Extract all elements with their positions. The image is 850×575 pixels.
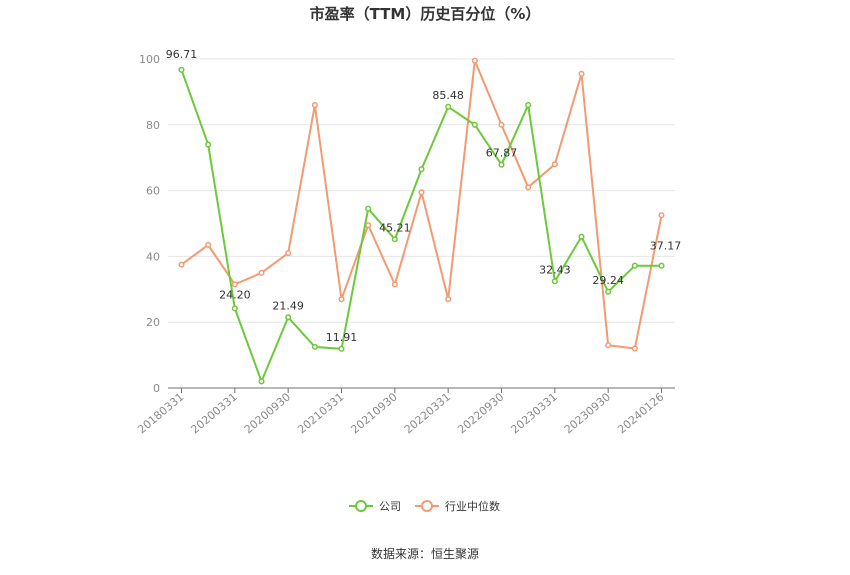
industry-median-point (285, 250, 292, 257)
y-tick-label: 80 (146, 119, 160, 132)
industry-median-point (498, 121, 505, 128)
industry-median-point (205, 241, 212, 248)
legend[interactable]: 公司 行业中位数 (349, 499, 500, 513)
legend-item-industry-median[interactable]: 行业中位数 (415, 499, 500, 513)
industry-median-point (631, 345, 638, 352)
series-line-industry-median (180, 59, 663, 350)
y-tick-label: 20 (146, 316, 160, 329)
data-label: 29.24 (592, 274, 624, 287)
x-tick-label: 20210331 (295, 390, 346, 436)
company-point (231, 305, 238, 312)
y-tick-label: 60 (146, 185, 160, 198)
data-label: 67.87 (486, 147, 518, 160)
industry-median-point (551, 161, 558, 168)
data-label: 11.91 (326, 331, 358, 344)
data-label: 85.48 (432, 89, 464, 102)
company-point (418, 166, 425, 173)
company-point (605, 288, 612, 295)
x-tick-label: 20220331 (402, 390, 453, 436)
y-tick-label: 100 (139, 53, 160, 66)
industry-median-point (231, 281, 238, 288)
chart-title: 市盈率（TTM）历史百分位（%） (310, 5, 541, 23)
industry-median-point (578, 70, 585, 77)
data-label: 45.21 (379, 221, 411, 234)
x-tick-label: 20240126 (615, 390, 666, 436)
company-point (471, 121, 478, 128)
company-point (338, 345, 345, 352)
company-point (365, 205, 372, 212)
company-point (631, 262, 638, 269)
company-point (578, 233, 585, 240)
label-layer: 96.71 24.20 21.49 11.91 45.21 85.48 67.87 32.43… (166, 48, 682, 344)
company-point (391, 236, 398, 243)
industry-median-point (391, 281, 398, 288)
industry-median-point (338, 296, 345, 303)
company-point (311, 343, 318, 350)
x-tick-label: 20230930 (562, 390, 613, 436)
company-point (551, 278, 558, 285)
industry-median-point (178, 261, 185, 268)
data-label: 37.17 (650, 240, 682, 253)
y-tick-label: 40 (146, 250, 160, 263)
series-line-company (180, 69, 662, 383)
x-tick-label: 20180331 (135, 390, 186, 436)
y-tick-label: 0 (153, 382, 160, 395)
company-point (285, 314, 292, 321)
legend-label: 行业中位数 (445, 499, 500, 513)
data-label: 96.71 (166, 48, 198, 61)
x-tick-label: 20220930 (455, 390, 506, 436)
data-label: 32.43 (539, 263, 571, 276)
company-point (498, 161, 505, 168)
company-point (525, 102, 532, 109)
data-label: 21.49 (272, 299, 304, 312)
company-point (178, 66, 185, 73)
industry-median-point (658, 212, 665, 219)
industry-median-point (365, 222, 372, 229)
x-tick-label: 20200930 (242, 390, 293, 436)
series-layer (178, 57, 665, 385)
company-point (205, 141, 212, 148)
legend-item-company[interactable]: 公司 (349, 500, 401, 513)
x-tick-label: 20200331 (189, 390, 240, 436)
industry-median-point (445, 296, 452, 303)
legend-marker-icon (355, 500, 367, 512)
company-point (258, 378, 265, 385)
industry-median-point (525, 184, 532, 191)
industry-median-point (418, 189, 425, 196)
industry-median-point (471, 57, 478, 64)
company-point (658, 262, 665, 269)
legend-label: 公司 (379, 500, 401, 513)
data-label: 24.20 (219, 288, 251, 301)
industry-median-point (605, 342, 612, 349)
x-tick-label: 20230331 (509, 390, 560, 436)
legend-marker-icon (421, 500, 433, 512)
company-point (445, 103, 452, 110)
data-source: 数据来源：恒生聚源 (371, 546, 479, 561)
industry-median-point (258, 269, 265, 276)
industry-median-point (311, 102, 318, 109)
x-tick-label: 20210930 (349, 390, 400, 436)
